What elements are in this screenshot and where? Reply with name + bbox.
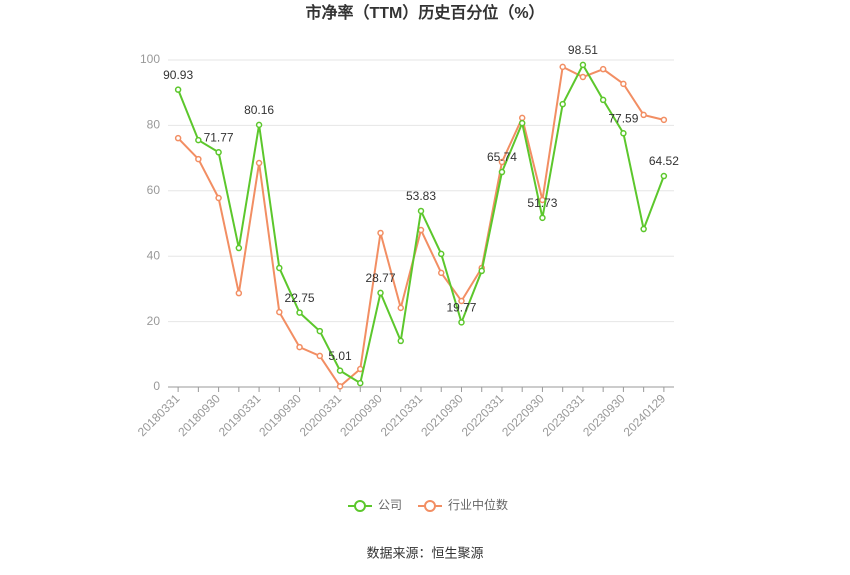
point bbox=[518, 114, 526, 122]
point bbox=[397, 304, 405, 312]
point bbox=[316, 327, 324, 335]
point bbox=[255, 121, 263, 129]
point bbox=[296, 309, 303, 316]
point bbox=[316, 352, 324, 360]
point bbox=[660, 116, 668, 124]
point bbox=[336, 383, 344, 390]
data-label: 65.74 bbox=[487, 150, 517, 164]
legend-label: 公司 bbox=[378, 498, 402, 512]
point bbox=[377, 229, 384, 237]
point bbox=[336, 367, 344, 374]
x-tick-label: 20220930 bbox=[499, 391, 547, 439]
data-label: 90.93 bbox=[163, 68, 193, 82]
point bbox=[235, 244, 243, 252]
x-tick-label: 20180930 bbox=[175, 391, 223, 439]
point bbox=[559, 100, 566, 108]
point bbox=[599, 96, 607, 104]
x-tick-label: 20220331 bbox=[459, 391, 507, 439]
data-label: 64.52 bbox=[649, 154, 679, 168]
y-tick-label: 100 bbox=[140, 52, 160, 66]
data-label: 5.01 bbox=[328, 349, 352, 363]
point bbox=[458, 297, 465, 305]
point bbox=[255, 159, 263, 167]
x-tick-label: 20200930 bbox=[337, 391, 385, 439]
point bbox=[579, 61, 587, 69]
point bbox=[174, 86, 182, 93]
point bbox=[296, 343, 303, 351]
y-tick-label: 80 bbox=[147, 118, 161, 132]
point bbox=[620, 80, 627, 88]
point bbox=[417, 207, 425, 215]
point bbox=[458, 319, 465, 326]
y-tick-label: 60 bbox=[147, 183, 161, 197]
source: 数据来源：恒生聚源 bbox=[366, 545, 483, 560]
point bbox=[437, 269, 445, 277]
x-tick-label: 20210930 bbox=[418, 391, 466, 439]
point bbox=[195, 155, 202, 163]
data-label: 51.73 bbox=[527, 196, 557, 210]
legend-label: 行业中位数 bbox=[448, 497, 508, 512]
data-label: 71.77 bbox=[204, 130, 234, 144]
x-tick-label: 20210331 bbox=[378, 391, 426, 439]
point bbox=[498, 168, 506, 176]
point bbox=[235, 289, 243, 297]
x-tick-label: 20190930 bbox=[256, 391, 304, 439]
point bbox=[620, 130, 627, 137]
point bbox=[276, 308, 283, 316]
point bbox=[276, 264, 283, 272]
x-tick-label: 20190331 bbox=[216, 391, 264, 439]
y-tick-label: 0 bbox=[153, 379, 160, 393]
data-label: 98.51 bbox=[568, 43, 598, 57]
x-tick-label: 20180331 bbox=[135, 391, 183, 439]
point bbox=[174, 134, 182, 142]
x-tick-label: 20230331 bbox=[540, 391, 588, 439]
x-tick-label: 20240129 bbox=[621, 391, 669, 439]
x-tick-label: 20230930 bbox=[580, 391, 628, 439]
point bbox=[599, 65, 607, 73]
point bbox=[539, 214, 546, 222]
data-label: 53.83 bbox=[406, 189, 436, 203]
point bbox=[437, 250, 445, 258]
point bbox=[215, 149, 222, 156]
point bbox=[559, 63, 566, 71]
point bbox=[498, 158, 506, 166]
legend-marker bbox=[354, 500, 366, 512]
y-tick-label: 20 bbox=[147, 314, 161, 328]
data-label: 77.59 bbox=[608, 111, 638, 125]
point bbox=[377, 289, 384, 297]
point bbox=[660, 172, 668, 180]
y-tick-label: 40 bbox=[147, 248, 161, 262]
data-label: 80.16 bbox=[244, 103, 274, 117]
point bbox=[215, 194, 222, 202]
point bbox=[357, 379, 364, 387]
point bbox=[397, 337, 405, 345]
point bbox=[640, 225, 647, 233]
point bbox=[579, 73, 587, 81]
x-tick-label: 20200331 bbox=[297, 391, 345, 439]
point bbox=[195, 136, 202, 144]
legend-marker bbox=[424, 500, 436, 512]
point bbox=[478, 267, 485, 275]
point bbox=[518, 119, 526, 127]
data-label: 28.77 bbox=[366, 271, 396, 285]
data-label: 22.75 bbox=[285, 291, 315, 305]
chart-title: 市净率（TTM）历史百分位（%） bbox=[305, 3, 544, 22]
data-label: 19.77 bbox=[446, 301, 476, 315]
point bbox=[640, 111, 647, 119]
